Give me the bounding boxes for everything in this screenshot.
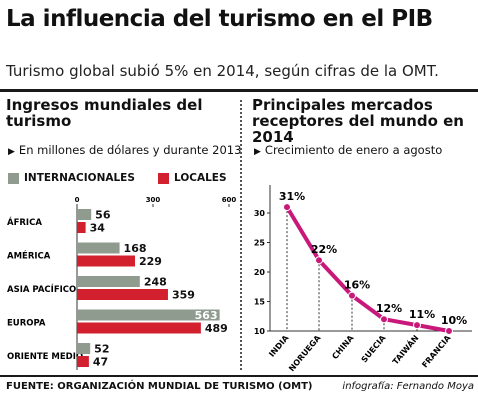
bottom-rule bbox=[0, 375, 478, 377]
bar-value-label: 52 bbox=[94, 343, 109, 356]
bar-internacionales bbox=[77, 242, 120, 254]
bar-locales bbox=[77, 289, 168, 300]
bar-value-label: 359 bbox=[172, 289, 195, 302]
bar-value-label: 489 bbox=[205, 322, 228, 335]
y-tick-label: 25 bbox=[254, 239, 266, 248]
left-note: ▶ En millones de dólares y durante 2013 bbox=[8, 143, 241, 157]
y-tick-label: 10 bbox=[254, 327, 266, 336]
triangle-bullet-icon: ▶ bbox=[8, 147, 15, 157]
bar-internacionales bbox=[77, 343, 91, 354]
legend-internacionales: INTERNACIONALES bbox=[8, 172, 135, 184]
data-point bbox=[315, 256, 323, 265]
legend-label-internacionales: INTERNACIONALES bbox=[24, 172, 135, 184]
right-note-text: Crecimiento de enero a agosto bbox=[264, 143, 443, 157]
data-label: 11% bbox=[409, 308, 435, 321]
data-point bbox=[283, 203, 291, 212]
data-label: 12% bbox=[376, 302, 402, 315]
category-label: ASIA PACÍFICO bbox=[7, 283, 76, 295]
category-label: ÁFRICA bbox=[7, 216, 42, 228]
y-tick-label: 15 bbox=[254, 298, 266, 307]
bar-internacionales bbox=[77, 276, 140, 287]
data-point bbox=[348, 291, 356, 300]
category-label: AMÉRICA bbox=[7, 250, 51, 262]
data-label: 22% bbox=[311, 243, 337, 256]
x-tick-label: 0 bbox=[75, 196, 80, 204]
data-label: 16% bbox=[344, 279, 370, 292]
bar-value-label: 229 bbox=[139, 255, 162, 268]
category-label: ORIENTE MEDIO bbox=[7, 352, 83, 362]
bar-value-label: 56 bbox=[95, 209, 111, 222]
right-heading: Principales mercados receptores del mund… bbox=[252, 97, 478, 145]
right-note: ▶ Crecimiento de enero a agosto bbox=[254, 143, 442, 157]
left-heading: Ingresos mundiales del turismo bbox=[6, 97, 202, 129]
data-label: 10% bbox=[441, 314, 467, 327]
data-label: 31% bbox=[279, 190, 305, 203]
y-tick-label: 20 bbox=[254, 268, 266, 277]
bar-locales bbox=[77, 322, 201, 334]
data-point bbox=[380, 315, 388, 324]
right-heading-line-1: Principales mercados bbox=[252, 96, 433, 114]
x-tick-label: FRANCIA bbox=[420, 333, 453, 370]
page-title: La influencia del turismo en el PIB bbox=[6, 6, 433, 32]
bar-value-label: 34 bbox=[90, 222, 106, 235]
bar-value-label: 47 bbox=[93, 356, 108, 369]
x-tick-label: CHINA bbox=[330, 333, 356, 361]
legend-locales: LOCALES bbox=[158, 172, 227, 184]
right-heading-line-2: receptores del mundo en 2014 bbox=[252, 112, 464, 146]
x-tick-label: 300 bbox=[146, 196, 161, 204]
bar-value-label: 248 bbox=[144, 276, 167, 289]
source-text: FUENTE: ORGANIZACIÓN MUNDIAL DE TURISMO … bbox=[6, 381, 313, 392]
x-tick-label: SUECIA bbox=[360, 333, 388, 365]
x-tick-label: NORUEGA bbox=[287, 333, 323, 373]
left-heading-line-2: turismo bbox=[6, 112, 72, 130]
bar-locales bbox=[77, 255, 136, 267]
category-label: EUROPA bbox=[7, 319, 46, 329]
triangle-bullet-icon: ▶ bbox=[254, 147, 261, 157]
title-rule bbox=[0, 89, 478, 92]
bar-internacionales bbox=[77, 309, 220, 321]
left-heading-line-1: Ingresos mundiales del bbox=[6, 96, 203, 114]
bar-internacionales bbox=[77, 209, 92, 220]
page-subtitle: Turismo global subió 5% en 2014, según c… bbox=[6, 62, 439, 80]
legend-label-locales: LOCALES bbox=[174, 172, 227, 184]
series-line bbox=[285, 206, 450, 333]
y-tick-label: 30 bbox=[254, 209, 266, 218]
legend-swatch-red bbox=[158, 172, 169, 184]
bar-value-label: 168 bbox=[124, 242, 147, 255]
data-point bbox=[445, 327, 453, 335]
credit-text: infografía: Fernando Moya bbox=[342, 381, 474, 392]
panel-divider bbox=[240, 100, 242, 370]
left-note-text: En millones de dólares y durante 2013 bbox=[18, 143, 242, 157]
x-tick-label: INDIA bbox=[267, 333, 291, 359]
x-tick-label: TAIWÁN bbox=[389, 332, 420, 366]
bar-value-label: 563 bbox=[195, 309, 218, 322]
legend-swatch-gray bbox=[8, 172, 19, 184]
line-chart: 10 15 20 25 30 31% 22% 16% 12% 11% 10% INDIANORUEGA… bbox=[254, 185, 472, 373]
x-tick-label: 600 bbox=[222, 196, 237, 204]
bar-locales bbox=[77, 356, 89, 367]
data-point bbox=[413, 321, 421, 330]
bar-locales bbox=[77, 222, 86, 233]
